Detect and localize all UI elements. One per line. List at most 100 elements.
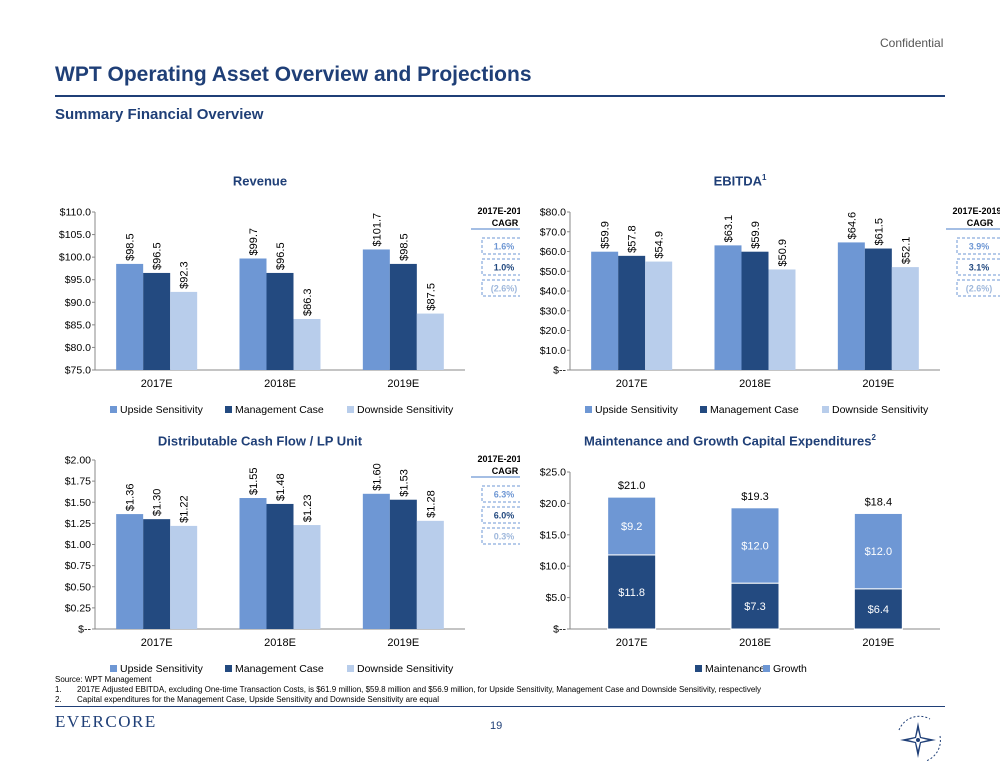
legend-swatch (347, 665, 354, 672)
footnote-1: 1. 2017E Adjusted EBITDA, excluding One-t… (55, 685, 762, 694)
cagr-box (481, 237, 520, 255)
y-tick-label: $60.0 (540, 246, 566, 258)
bar-segment (730, 507, 780, 584)
legend-label: Upside Sensitivity (120, 663, 204, 675)
legend-label: Growth (773, 663, 807, 675)
cagr-box (481, 527, 520, 545)
data-label: $87.5 (425, 283, 437, 311)
data-label: $101.7 (371, 213, 383, 247)
cagr-box (481, 485, 520, 503)
bar-segment (853, 588, 903, 630)
legend-swatch (763, 665, 770, 672)
data-label: $59.9 (600, 221, 612, 249)
data-label: $57.8 (627, 225, 639, 253)
cagr-value: 6.0% (494, 511, 515, 521)
cagr-value: 1.6% (494, 242, 515, 252)
data-label: $54.9 (654, 231, 666, 259)
y-tick-label: $80.0 (540, 207, 566, 219)
legend-swatch (585, 406, 592, 413)
bar (116, 514, 144, 629)
y-tick-label: $5.0 (546, 592, 567, 604)
legend-label: Upside Sensitivity (120, 404, 204, 416)
capex-chart-title: Maintenance and Growth Capital Expenditu… (584, 433, 876, 449)
cagr-value: 3.1% (969, 263, 990, 273)
data-label: $86.3 (302, 288, 314, 316)
cagr-value: (2.6%) (966, 284, 993, 294)
dcf-chart: $-- $0.25 $0.50 $0.75 $1.00 $1.25 $1.50 $1.75 $2… (65, 455, 520, 675)
ebitda-chart: $-- $10.0 $20.0 $30.0 $40.0 $50.0 $60.0 $70.0 $8… (540, 206, 1000, 416)
cagr-box (956, 258, 1000, 276)
bar (239, 498, 267, 629)
bar (116, 263, 144, 370)
data-label: $64.6 (846, 212, 858, 240)
data-label: $12.0 (865, 546, 893, 558)
cagr-title: 2017E-2019E (477, 455, 520, 464)
legend-label: Upside Sensitivity (595, 404, 679, 416)
data-label: $99.7 (248, 228, 260, 256)
y-tick-label: $75.0 (65, 365, 91, 377)
y-tick-label: $1.25 (65, 518, 91, 530)
data-label: $98.5 (398, 233, 410, 261)
legend-label: Management Case (235, 663, 324, 675)
data-label: $63.1 (723, 215, 735, 243)
bar (266, 272, 294, 370)
data-label: $96.5 (275, 242, 287, 270)
data-label: $52.1 (900, 237, 912, 265)
x-tick-label: 2017E (141, 637, 173, 649)
x-tick-label: 2019E (387, 378, 419, 390)
bar (362, 249, 390, 370)
cagr-title: 2017E-2019E (477, 206, 520, 216)
bar (837, 242, 865, 370)
data-label: $98.5 (125, 233, 137, 261)
bar (891, 267, 919, 370)
legend-swatch (695, 665, 702, 672)
cagr-title: 2017E-2019E (952, 206, 1000, 216)
x-tick-label: 2019E (862, 378, 894, 390)
y-tick-label: $95.0 (65, 274, 91, 286)
bar (293, 318, 321, 370)
cagr-title: CAGR (492, 218, 519, 228)
bar (266, 503, 294, 629)
cagr-box (481, 258, 520, 276)
legend-swatch (110, 406, 117, 413)
data-label: $1.36 (125, 484, 137, 512)
data-label: $96.5 (152, 242, 164, 270)
revenue-chart: $75.0 $80.0 $85.0 $90.0 $95.0 $100.0 $105.0 $11… (59, 206, 520, 416)
y-tick-label: $50.0 (540, 266, 566, 278)
bar (714, 245, 742, 370)
footer-divider (55, 706, 945, 707)
bar-segment (730, 582, 780, 630)
cagr-box (956, 279, 1000, 297)
data-label: $50.9 (777, 239, 789, 267)
data-label: $1.22 (179, 495, 191, 523)
y-tick-label: $85.0 (65, 319, 91, 331)
x-tick-label: 2018E (264, 378, 296, 390)
y-tick-label: $10.0 (540, 345, 566, 357)
x-tick-label: 2019E (387, 637, 419, 649)
title-divider (55, 95, 945, 97)
x-tick-label: 2017E (141, 378, 173, 390)
legend-label: Downside Sensitivity (832, 404, 929, 416)
legend-label: Downside Sensitivity (357, 404, 454, 416)
legend-swatch (822, 406, 829, 413)
cagr-value: 6.3% (494, 490, 515, 500)
data-label: $1.60 (371, 463, 383, 491)
bar (416, 313, 444, 370)
x-tick-label: 2019E (862, 637, 894, 649)
bar (389, 499, 417, 629)
x-tick-label: 2018E (739, 637, 771, 649)
y-tick-label: $20.0 (540, 325, 566, 337)
data-label: $1.28 (425, 490, 437, 518)
legend-label: Management Case (235, 404, 324, 416)
y-tick-label: $15.0 (540, 529, 566, 541)
legend-swatch (110, 665, 117, 672)
legend-swatch (347, 406, 354, 413)
y-tick-label: $20.0 (540, 498, 566, 510)
cagr-box (956, 237, 1000, 255)
bar-segment (853, 512, 903, 590)
world-point-seal-logo (898, 715, 941, 762)
cagr-value: (2.6%) (491, 284, 518, 294)
y-tick-label: $30.0 (540, 305, 566, 317)
y-tick-label: $-- (553, 365, 566, 377)
legend-swatch (225, 406, 232, 413)
